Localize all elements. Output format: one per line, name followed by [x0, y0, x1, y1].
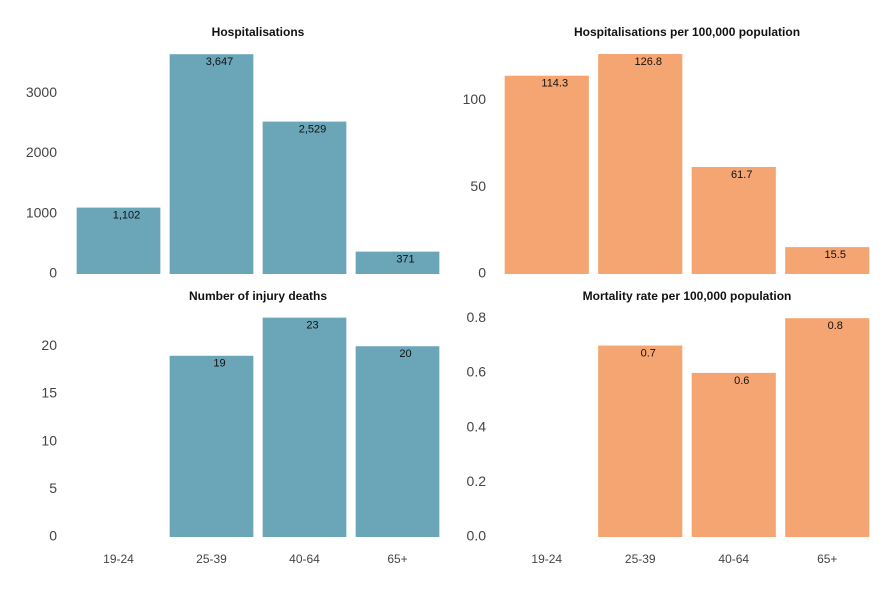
bar — [262, 121, 347, 274]
bar — [262, 317, 347, 537]
chart-title: Number of injury deaths — [189, 289, 327, 303]
bar — [598, 345, 683, 537]
bar — [785, 247, 870, 274]
bar — [691, 372, 776, 537]
value-label: 126.8 — [634, 56, 662, 68]
y-tick-label: 100 — [463, 91, 487, 107]
y-tick-label: 0.2 — [467, 473, 487, 489]
value-label: 20 — [399, 348, 411, 360]
bar — [355, 346, 440, 537]
value-label: 0.8 — [828, 320, 843, 332]
bar — [76, 207, 161, 274]
x-tick-label: 19-24 — [103, 552, 134, 566]
x-tick-label: 25-39 — [625, 552, 656, 566]
y-tick-label: 5 — [49, 480, 57, 496]
bar — [504, 75, 589, 274]
y-tick-label: 0.6 — [467, 364, 487, 380]
chart-title: Mortality rate per 100,000 population — [583, 289, 792, 303]
value-label: 0.6 — [734, 375, 749, 387]
bar — [169, 54, 254, 275]
y-tick-label: 0 — [478, 265, 486, 281]
y-tick-label: 0 — [49, 265, 57, 281]
value-label: 61.7 — [731, 169, 752, 181]
value-label: 3,647 — [206, 56, 234, 68]
x-tick-label: 40-64 — [289, 552, 320, 566]
y-tick-label: 50 — [470, 178, 486, 194]
y-tick-label: 2000 — [26, 144, 57, 160]
y-tick-label: 0 — [49, 528, 57, 544]
chart-title: Hospitalisations per 100,000 population — [574, 25, 800, 39]
y-tick-label: 0.0 — [467, 528, 487, 544]
value-label: 114.3 — [541, 78, 568, 90]
value-label: 2,529 — [299, 124, 327, 136]
y-tick-label: 15 — [41, 385, 57, 401]
y-tick-label: 10 — [41, 432, 57, 448]
value-label: 15.5 — [825, 249, 846, 261]
y-tick-label: 3000 — [26, 84, 57, 100]
bar — [598, 54, 683, 275]
bar — [691, 166, 776, 274]
value-label: 0.7 — [641, 347, 656, 359]
bar — [785, 318, 870, 537]
y-tick-label: 1000 — [26, 204, 57, 220]
chart-title: Hospitalisations — [212, 25, 305, 39]
x-tick-label: 65+ — [387, 552, 407, 566]
bar — [169, 355, 254, 537]
bar — [355, 251, 440, 274]
y-tick-label: 20 — [41, 337, 57, 353]
value-label: 371 — [396, 254, 414, 266]
x-tick-label: 40-64 — [718, 552, 749, 566]
y-tick-label: 0.4 — [467, 418, 487, 434]
value-label: 19 — [213, 358, 225, 370]
x-tick-label: 19-24 — [531, 552, 562, 566]
y-tick-label: 0.8 — [467, 309, 487, 325]
x-tick-label: 25-39 — [196, 552, 227, 566]
x-tick-label: 65+ — [817, 552, 837, 566]
value-label: 23 — [306, 320, 318, 332]
value-label: 1,102 — [113, 209, 141, 221]
